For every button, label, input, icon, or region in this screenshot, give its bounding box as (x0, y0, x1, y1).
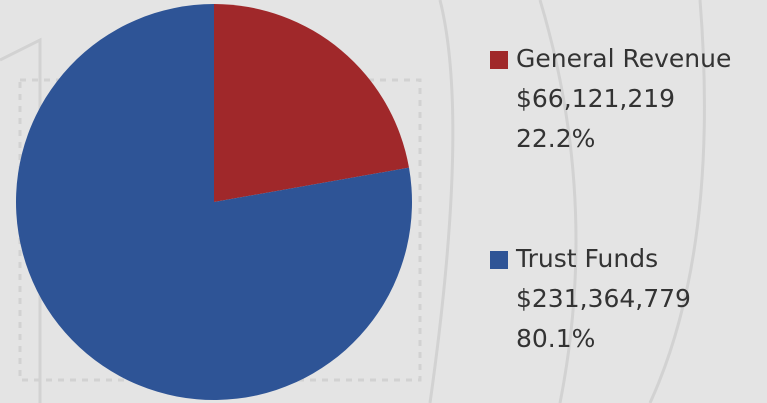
percent-label: 80.1% (516, 324, 595, 353)
legend-swatch (490, 251, 508, 269)
chart: General Revenue $66,121,219 22.2% Trust Fun… (0, 0, 767, 403)
legend-label: Trust Funds (515, 244, 658, 273)
legend-swatch (490, 51, 508, 69)
value-label: $66,121,219 (516, 84, 675, 113)
percent-label: 22.2% (516, 124, 595, 153)
pie-slice (214, 4, 409, 202)
value-label: $231,364,779 (516, 284, 691, 313)
legend-label: General Revenue (516, 44, 731, 73)
